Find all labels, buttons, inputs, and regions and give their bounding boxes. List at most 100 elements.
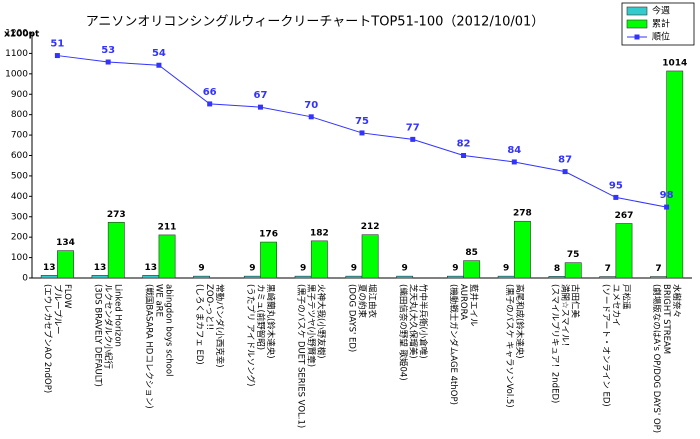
value-label: 85	[465, 248, 478, 258]
y-tick-label: 1200	[5, 29, 28, 39]
rank-marker	[410, 136, 416, 142]
rank-marker	[105, 59, 111, 65]
rank-label: 75	[355, 116, 369, 127]
x-tick-label: 黒崎蘭丸(鈴木達央)	[265, 284, 276, 359]
rank-marker	[359, 130, 365, 136]
bar	[446, 275, 464, 279]
x-tick-label: (3DS BRAVELY DEFAULT)	[93, 284, 103, 387]
y-tick-label: 800	[11, 110, 28, 120]
bar	[345, 275, 363, 279]
bar	[193, 275, 210, 279]
rank-marker	[664, 204, 670, 210]
rank-label: 66	[203, 87, 217, 98]
bar	[57, 250, 74, 279]
value-label: 278	[513, 209, 532, 219]
y-tick-label: 300	[11, 212, 28, 222]
x-tick-label: 満開☆スマイル！	[560, 284, 570, 351]
x-tick-label: FLOW	[62, 284, 72, 309]
x-tick-label: ブループルー	[52, 284, 63, 335]
value-label: 7	[655, 264, 661, 274]
bar	[260, 241, 278, 279]
value-label: 13	[145, 263, 158, 273]
bar	[615, 223, 633, 279]
y-tick-label: 700	[11, 131, 28, 141]
bar	[463, 260, 481, 279]
x-tick-label: ユメセカイ	[610, 284, 620, 327]
x-tick-label: (ソードアート・オンライン ED)	[600, 284, 610, 407]
value-label: 9	[300, 264, 306, 274]
x-tick-label: (劇場版なのはA's OP/DOG DAYS' OP)	[651, 284, 662, 433]
legend-label: 今週	[652, 5, 670, 17]
rank-label: 54	[152, 48, 166, 59]
value-label: 267	[615, 211, 634, 221]
rank-label: 84	[507, 145, 521, 156]
value-label: 13	[94, 263, 107, 273]
x-tick-label: 黒子テツヤ(小野賢章)	[306, 284, 317, 367]
value-label: 8	[554, 264, 560, 274]
bar	[158, 234, 176, 279]
value-label: 273	[107, 210, 126, 220]
value-label: 134	[56, 238, 75, 248]
y-tick-label: 1100	[5, 49, 28, 59]
bar	[497, 275, 515, 279]
legend-swatch	[626, 6, 648, 16]
x-tick-label: (しろくまカフェ ED)	[194, 284, 204, 365]
value-label: 13	[43, 263, 56, 273]
rank-marker	[308, 114, 314, 120]
value-label: 1014	[662, 58, 687, 68]
x-tick-label: WE aRE	[153, 284, 163, 317]
legend-marker	[634, 34, 640, 40]
bar	[142, 275, 160, 279]
x-tick-label: 戸松遥	[620, 284, 631, 310]
y-tick-label: 500	[11, 171, 28, 181]
x-tick-label: (戦国BASARA HDコレクション)	[143, 284, 154, 409]
x-tick-label: 芝天丸(大久保瑠美)	[407, 284, 418, 359]
x-tick-label: 藍井エイル	[468, 284, 479, 327]
bar	[564, 262, 582, 279]
y-tick-label: 0	[22, 274, 28, 284]
x-tick-label: BRIGHT STREAM	[661, 284, 671, 354]
x-tick-label: 夏の約束	[357, 284, 368, 319]
x-tick-label: (うたプリ アイドルソング)	[245, 284, 256, 386]
rank-marker	[257, 104, 263, 110]
value-label: 9	[198, 264, 204, 274]
y-tick-label: 100	[11, 253, 28, 263]
bar	[40, 275, 58, 279]
x-tick-label: 常勤パンダ(小西克幸)	[214, 284, 225, 368]
value-label: 7	[605, 264, 611, 274]
bar	[361, 234, 379, 279]
bar	[514, 220, 531, 279]
legend-label: 順位	[652, 31, 670, 43]
x-tick-label: 堀江由衣	[367, 284, 378, 319]
rank-label: 77	[406, 122, 420, 133]
y-tick-label: 900	[11, 90, 28, 100]
bar	[294, 275, 312, 279]
rank-label: 82	[457, 139, 471, 150]
value-label: 182	[310, 228, 329, 238]
y-tick-label: 600	[11, 151, 28, 161]
rank-label: 98	[660, 190, 674, 201]
bar	[650, 276, 667, 279]
x-tick-label: (黒子のバスケ DUET SERIES VOL.1)	[296, 284, 306, 428]
y-axis-label: x100pt	[4, 30, 40, 40]
rank-marker	[54, 53, 60, 59]
bar	[91, 275, 109, 279]
legend-swatch	[626, 19, 648, 29]
legend-label: 累計	[652, 18, 670, 30]
rank-marker	[613, 194, 619, 200]
chart-title: アニソンオリコンシングルウィークリーチャートTOP51-100（2012/10/…	[86, 15, 545, 30]
x-tick-label: (エウレカセブンAO 2ndOP)	[42, 284, 53, 393]
bar	[107, 221, 125, 279]
x-tick-label: (機動戦士ガンダムAGE 4thOP)	[448, 284, 459, 405]
x-tick-label: (スマイルプリキュア！2ndED)	[550, 284, 560, 403]
value-label: 75	[567, 250, 580, 260]
value-label: 9	[402, 264, 408, 274]
rank-marker	[461, 153, 467, 158]
x-tick-label: Linked Horizon	[113, 284, 123, 347]
bar	[243, 275, 261, 279]
rank-marker	[562, 169, 568, 175]
y-tick-label: 400	[11, 192, 28, 202]
value-label: 9	[452, 264, 458, 274]
x-tick-label: AURORA	[458, 284, 468, 320]
